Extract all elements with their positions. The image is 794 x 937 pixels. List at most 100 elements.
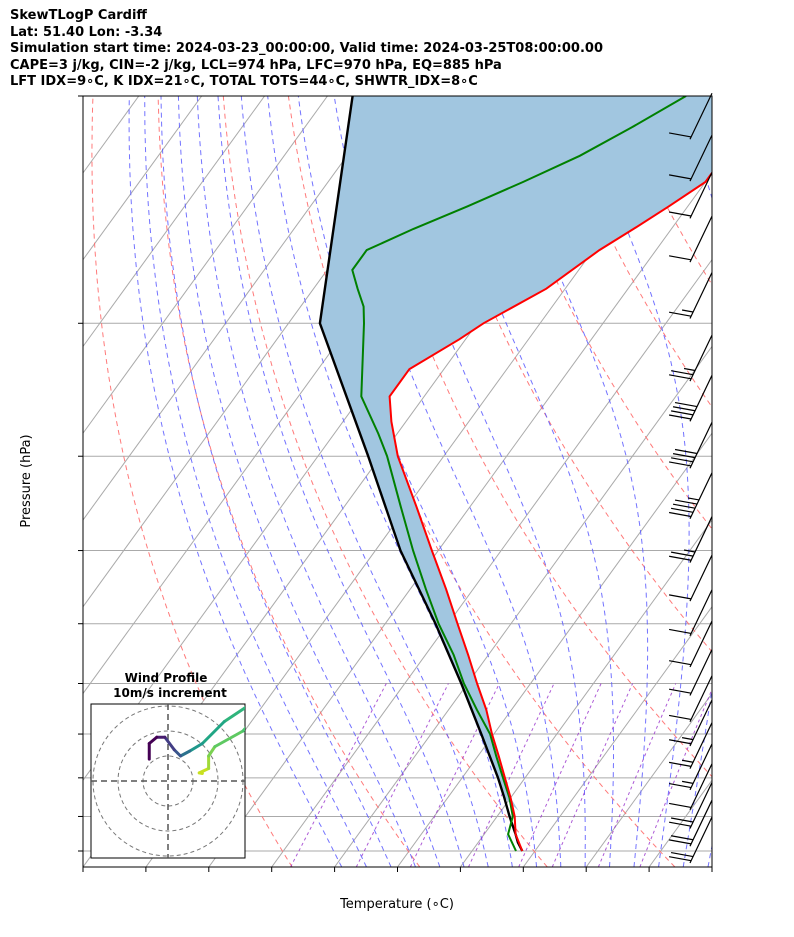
moist-adiabat-line xyxy=(177,96,416,867)
wind-barb-feather xyxy=(670,835,694,841)
isotherm-line xyxy=(648,779,712,867)
wind-barb xyxy=(668,675,713,723)
mixing-ratio-line xyxy=(639,688,712,867)
wind-barb-feather xyxy=(683,549,696,553)
wind-barb-feather xyxy=(674,499,698,505)
hodograph-plot xyxy=(91,704,245,858)
isotherm-line xyxy=(459,519,712,867)
wind-barb-feather xyxy=(668,782,692,789)
moist-adiabat-line xyxy=(217,96,465,867)
hodograph-segment xyxy=(188,742,204,753)
isotherm-line xyxy=(83,96,328,435)
wind-barb-staff xyxy=(689,516,713,563)
stability-indices: LFT IDX=9∘C, K IDX=21∘C, TOTAL TOTS=44∘C… xyxy=(10,74,478,89)
wind-barb-staff xyxy=(689,172,713,219)
wind-barb-staff xyxy=(689,92,713,140)
wind-barb-staff xyxy=(689,675,713,723)
wind-barb-feather xyxy=(668,802,692,809)
wind-barb xyxy=(668,375,713,422)
dry-adiabat-line xyxy=(157,96,421,867)
wind-barb xyxy=(668,134,713,182)
hodograph-segment xyxy=(179,749,192,758)
wind-barb xyxy=(668,782,713,829)
isotherm-line xyxy=(0,96,13,867)
wind-barb-feather xyxy=(672,453,696,459)
wind-barb-staff xyxy=(689,816,713,864)
wind-barb-feather xyxy=(668,660,692,666)
wind-barb-staff xyxy=(689,743,713,791)
wind-barb-feather xyxy=(670,817,694,823)
wind-barb-feather xyxy=(674,448,698,455)
wind-barb xyxy=(668,699,713,747)
wind-barb xyxy=(668,472,713,520)
moist-adiabat-line xyxy=(267,96,513,867)
wind-barb-feather xyxy=(670,370,694,376)
wind-barbs xyxy=(668,92,713,864)
wind-barb xyxy=(668,272,713,319)
x-axis-title: Temperature (∘C) xyxy=(339,897,454,912)
wind-barb-feather xyxy=(681,759,694,763)
mixing-ratio-line xyxy=(290,683,387,867)
wind-barb xyxy=(668,722,713,769)
hodograph-ring xyxy=(117,730,219,832)
moist-adiabat-line xyxy=(428,96,614,867)
wind-barb-staff xyxy=(689,134,713,182)
wind-barb-feather xyxy=(681,737,694,741)
wind-barb-feather xyxy=(668,856,692,862)
wind-barb-feather xyxy=(668,628,692,635)
wind-barb-feather xyxy=(674,401,698,408)
wind-barb xyxy=(668,554,713,602)
hodograph-inset: Wind Profile 10m/s increment xyxy=(90,671,246,859)
mixing-ratio-line xyxy=(468,683,555,867)
wind-barb-feather xyxy=(681,309,694,313)
isotherm-line xyxy=(271,258,712,867)
isotherm-line xyxy=(208,172,712,867)
wind-barb-staff xyxy=(689,722,713,769)
wind-barb-staff xyxy=(689,215,713,263)
wind-barb xyxy=(668,421,713,469)
wind-barb-feather xyxy=(668,132,692,138)
wind-barb-feather xyxy=(668,311,692,317)
wind-barb-staff xyxy=(689,782,713,829)
wind-barb-feather xyxy=(668,761,692,767)
dry-adiabat-line xyxy=(678,96,712,162)
isotherm-line xyxy=(522,605,712,867)
moist-adiabat-line xyxy=(675,96,712,867)
isotherm-line xyxy=(83,96,265,348)
wind-barb-feather xyxy=(670,851,694,858)
wind-barb xyxy=(668,92,713,140)
wind-barb xyxy=(668,649,713,696)
moist-adiabat-line xyxy=(574,96,690,867)
wind-barb-feather xyxy=(668,174,692,180)
wind-barb-feather xyxy=(668,688,692,694)
wind-barb-feather xyxy=(672,503,696,509)
wind-barb xyxy=(668,620,713,668)
wind-barb-staff xyxy=(689,799,713,847)
moist-adiabat-line xyxy=(376,96,586,867)
wind-barb-feather xyxy=(668,461,692,467)
dewpoint-line xyxy=(351,96,687,852)
wind-barb xyxy=(668,334,713,382)
wind-barb-feather xyxy=(668,594,692,600)
isotherm-line xyxy=(585,692,712,867)
wind-barb-feather xyxy=(668,414,692,420)
wind-barb xyxy=(668,589,713,636)
hodograph-segment xyxy=(200,720,226,745)
wind-barb-feather xyxy=(668,255,692,261)
wind-barb xyxy=(668,516,713,563)
wind-barb-feather xyxy=(670,457,694,463)
wind-barb-feather xyxy=(687,497,700,501)
wind-barb-feather xyxy=(670,410,694,416)
wind-barb xyxy=(668,172,713,219)
wind-barb-staff xyxy=(689,334,713,382)
chart-title: SkewTLogP Cardiff xyxy=(10,8,147,23)
wind-barb-staff xyxy=(689,421,713,469)
wind-barb-staff xyxy=(689,763,713,810)
chart-title-block: SkewTLogP Cardiff Lat: 51.40 Lon: -3.34 … xyxy=(10,8,790,91)
wind-barb xyxy=(668,816,713,864)
wind-barb-staff xyxy=(689,620,713,668)
wind-barb-feather xyxy=(670,507,694,513)
isotherm-line xyxy=(83,96,203,261)
hodograph-segment xyxy=(147,735,159,745)
